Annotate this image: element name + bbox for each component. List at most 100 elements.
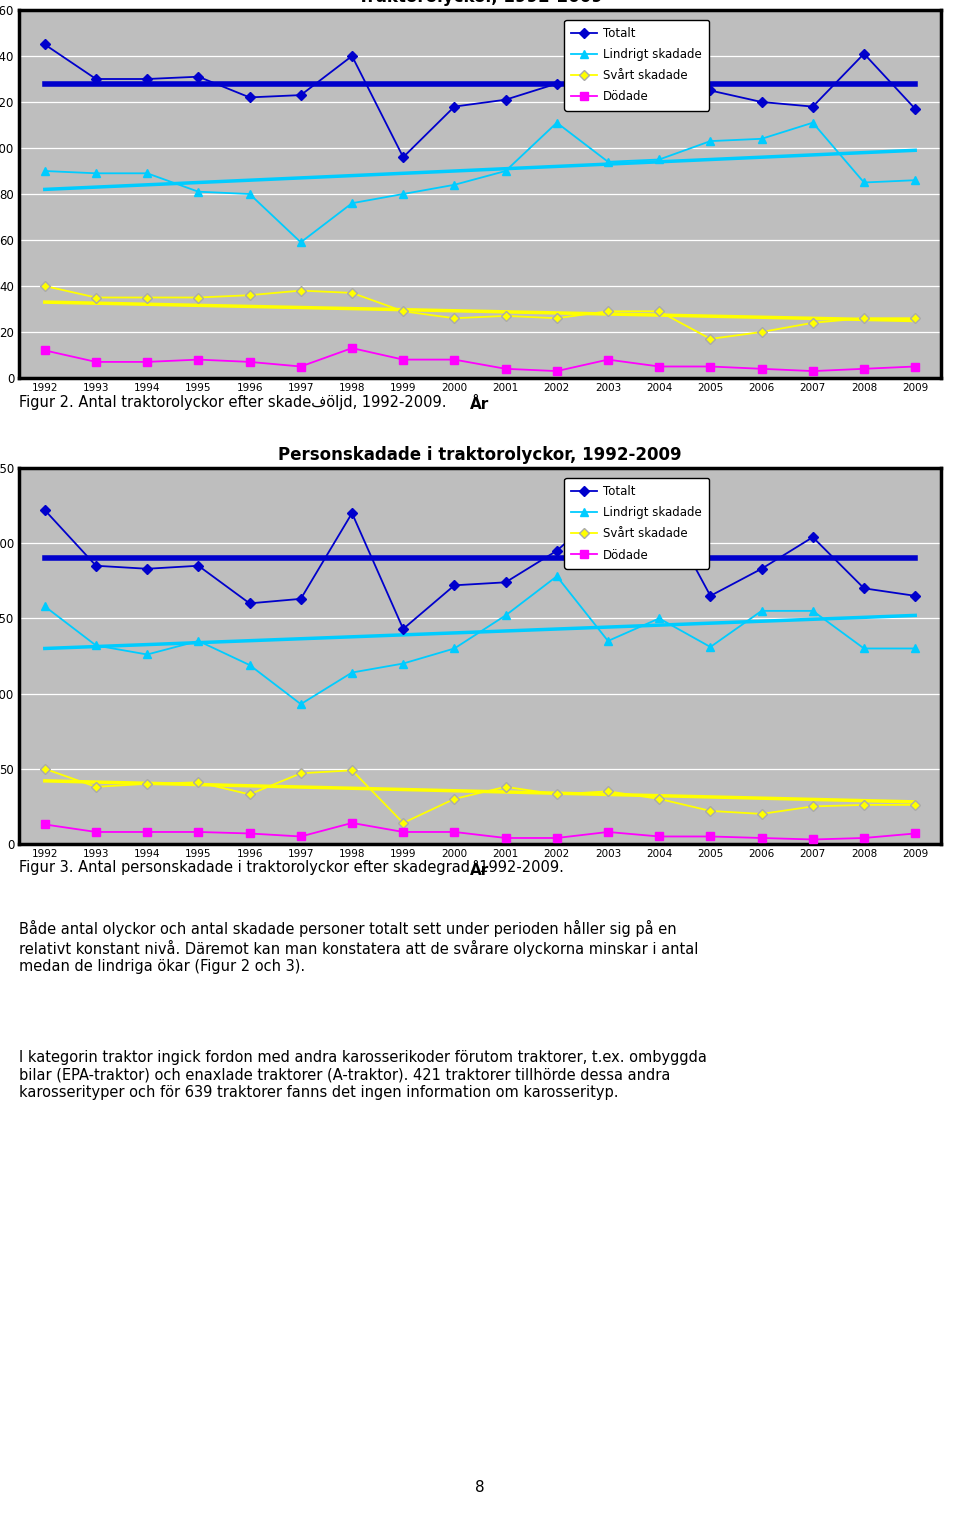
Svårt skadade [397,303,409,321]
Svårt skadade [602,303,613,321]
Svårt skadade [141,775,153,793]
Legend: Totalt, Lindrigt skadade, Svårt skadade, Dödade: Totalt, Lindrigt skadade, Svårt skadade,… [564,478,709,569]
Totalt [295,85,306,103]
Svårt skadade [500,307,512,326]
Lindrigt skadade [909,639,921,658]
Lindrigt skadade [295,233,306,251]
Svårt skadade [448,309,460,327]
Svårt skadade [347,283,358,301]
Svårt skadade [756,805,767,823]
Lindrigt skadade [602,632,613,650]
Totalt [909,586,921,604]
Lindrigt skadade [705,132,716,151]
Totalt [90,70,102,88]
Svårt skadade [39,277,51,295]
Svårt skadade [909,796,921,814]
Dödade [858,829,870,848]
Totalt [705,81,716,99]
Lindrigt skadade [90,636,102,654]
Svårt skadade [193,288,204,306]
Totalt [39,35,51,53]
Dödade [193,350,204,368]
Svårt skadade [244,286,255,304]
Svårt skadade [39,759,51,778]
Lindrigt skadade [397,184,409,202]
Lindrigt skadade [193,632,204,650]
Text: 8: 8 [475,1479,485,1495]
Line: Dödade: Dödade [41,344,919,374]
Lindrigt skadade [347,195,358,213]
Svårt skadade [807,798,819,816]
Totalt [858,580,870,598]
Totalt [551,542,563,560]
Svårt skadade [551,309,563,327]
Line: Svårt skadade: Svårt skadade [41,282,919,342]
Svårt skadade [654,790,665,808]
Lindrigt skadade [602,152,613,170]
Lindrigt skadade [551,114,563,132]
Totalt [39,501,51,519]
Lindrigt skadade [141,645,153,664]
Totalt [500,91,512,110]
Totalt [397,148,409,166]
X-axis label: År: År [470,863,490,878]
Svårt skadade [141,288,153,306]
Dödade [500,829,512,848]
Lindrigt skadade [193,183,204,201]
Lindrigt skadade [244,184,255,202]
Dödade [244,353,255,371]
Totalt [90,557,102,575]
Svårt skadade [90,778,102,796]
Dödade [551,362,563,380]
Totalt [551,75,563,93]
Totalt [141,70,153,88]
Totalt [347,504,358,522]
Lindrigt skadade [448,639,460,658]
Line: Lindrigt skadade: Lindrigt skadade [40,572,920,708]
Dödade [39,341,51,359]
Lindrigt skadade [551,568,563,586]
Totalt [244,88,255,107]
Dödade [654,828,665,846]
Totalt [654,30,665,49]
X-axis label: År: År [470,397,490,412]
Svårt skadade [705,330,716,349]
Dödade [602,823,613,842]
Totalt [807,528,819,546]
Totalt [756,560,767,578]
Svårt skadade [244,785,255,804]
Svårt skadade [500,778,512,796]
Dödade [295,828,306,846]
Svårt skadade [193,773,204,791]
Text: Figur 3. Antal personskadade i traktorolyckor efter skadegrad, 1992-2009.: Figur 3. Antal personskadade i traktorol… [19,860,564,875]
Totalt [295,589,306,607]
Text: Både antal olyckor och antal skadade personer totalt sett under perioden håller : Både antal olyckor och antal skadade per… [19,919,699,974]
Dödade [141,823,153,842]
Legend: Totalt, Lindrigt skadade, Svårt skadade, Dödade: Totalt, Lindrigt skadade, Svårt skadade,… [564,20,709,111]
Dödade [141,353,153,371]
Lindrigt skadade [39,597,51,615]
Line: Lindrigt skadade: Lindrigt skadade [40,119,920,247]
Title: Traktorolyckor, 1992-2009: Traktorolyckor, 1992-2009 [357,0,603,6]
Totalt [141,560,153,578]
Dödade [244,825,255,843]
Dödade [858,359,870,377]
Svårt skadade [448,790,460,808]
Dödade [756,359,767,377]
Dödade [500,359,512,377]
Dödade [807,831,819,849]
Lindrigt skadade [141,164,153,183]
Totalt [244,594,255,612]
Dödade [347,814,358,833]
Svårt skadade [295,282,306,300]
Lindrigt skadade [654,609,665,627]
Lindrigt skadade [500,161,512,180]
Dödade [705,828,716,846]
Lindrigt skadade [756,601,767,619]
Totalt [756,93,767,111]
Lindrigt skadade [244,656,255,674]
Text: I kategorin traktor ingick fordon med andra karosserikoder förutom traktorer, t.: I kategorin traktor ingick fordon med an… [19,1050,708,1100]
Dödade [807,362,819,380]
Dödade [397,823,409,842]
Lindrigt skadade [448,175,460,193]
